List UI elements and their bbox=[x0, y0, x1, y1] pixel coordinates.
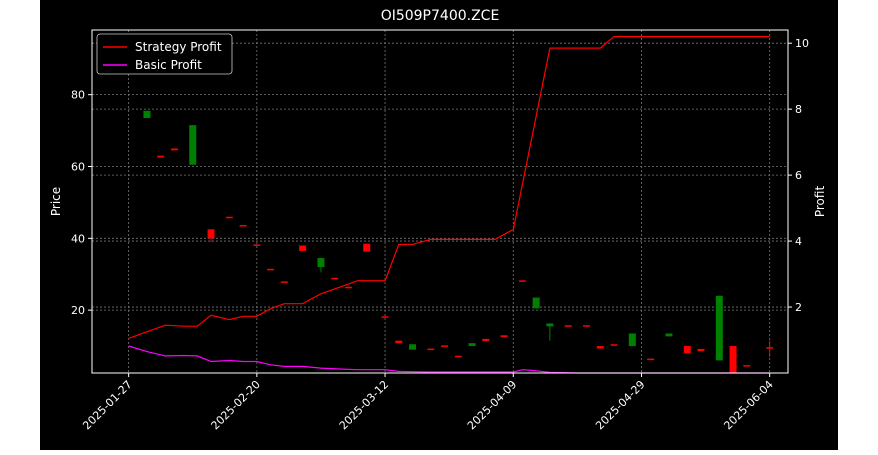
x-tick-label: 2025-04-09 bbox=[465, 378, 519, 432]
candle-body bbox=[381, 316, 389, 318]
y-tick-label: 20 bbox=[71, 304, 85, 317]
candle-body bbox=[207, 229, 215, 239]
candle-body bbox=[610, 344, 618, 346]
candle-body bbox=[239, 225, 247, 227]
candle-body bbox=[546, 323, 554, 327]
chart-figure: 20 40 60 80 2 4 6 8 10 2025-01-27 2025-02-20 2025-0… bbox=[40, 0, 838, 450]
x-tick-label: 2025-03-12 bbox=[337, 378, 391, 432]
y2-tick-label: 8 bbox=[795, 103, 802, 116]
candle-body bbox=[280, 281, 288, 283]
x-tick-label: 2025-02-20 bbox=[209, 378, 263, 432]
grid-layer bbox=[92, 30, 788, 373]
candle-body bbox=[468, 343, 476, 347]
candle-layer bbox=[143, 110, 774, 373]
candle-body bbox=[344, 286, 352, 289]
strategy-profit-line bbox=[128, 35, 770, 339]
candle-body bbox=[299, 245, 307, 251]
candle-body bbox=[267, 268, 275, 271]
chart-svg: 20 40 60 80 2 4 6 8 10 2025-01-27 2025-02-20 2025-0… bbox=[49, 8, 827, 432]
candle-body bbox=[697, 348, 705, 352]
candle-body bbox=[596, 346, 604, 349]
candle-body bbox=[427, 348, 435, 351]
candle-body bbox=[729, 346, 737, 373]
x-tick-label: 2025-04-29 bbox=[593, 378, 647, 432]
legend: Strategy Profit Basic Profit bbox=[96, 33, 233, 75]
candle-body bbox=[743, 365, 751, 367]
plot-frame bbox=[91, 29, 789, 374]
y-tick-label: 40 bbox=[71, 232, 85, 245]
line-layer bbox=[128, 35, 770, 374]
y2-tick-label: 2 bbox=[795, 301, 802, 314]
candle-body bbox=[395, 340, 403, 344]
y2-axis-label: Profit bbox=[813, 186, 827, 218]
candle-body bbox=[454, 355, 462, 358]
y-tick-label: 60 bbox=[71, 160, 85, 173]
candle-body bbox=[253, 244, 261, 246]
candle-body bbox=[583, 325, 591, 327]
candle-body bbox=[500, 335, 508, 338]
candle-body bbox=[189, 125, 197, 165]
candle-body bbox=[441, 345, 449, 347]
y2-tick-label: 6 bbox=[795, 169, 802, 182]
legend-box bbox=[96, 33, 233, 75]
candle-body bbox=[482, 338, 490, 342]
y-tick-label: 80 bbox=[71, 89, 85, 102]
candle-body bbox=[518, 280, 526, 282]
candle-body bbox=[647, 358, 655, 361]
candle-body bbox=[331, 277, 339, 280]
candle-body bbox=[225, 216, 233, 219]
y2-tick-label: 10 bbox=[795, 37, 809, 50]
x-tick-label: 2025-01-27 bbox=[80, 378, 134, 432]
candle-body bbox=[143, 110, 151, 118]
candle-body bbox=[715, 295, 723, 361]
y-axis-label: Price bbox=[49, 187, 63, 216]
candle-body bbox=[157, 155, 165, 158]
legend-label: Strategy Profit bbox=[135, 40, 222, 54]
candle-body bbox=[766, 347, 774, 349]
candle-body bbox=[564, 325, 572, 327]
candle-body bbox=[628, 333, 636, 347]
candle-body bbox=[170, 148, 178, 151]
candle-body bbox=[317, 258, 325, 268]
chart-title: OI509P7400.ZCE bbox=[381, 8, 500, 24]
candle-body bbox=[532, 297, 540, 309]
candle-body bbox=[683, 346, 691, 354]
basic-profit-line bbox=[128, 345, 770, 374]
y2-tick-label: 4 bbox=[795, 235, 802, 248]
candle-body bbox=[665, 333, 673, 337]
candle-body bbox=[363, 243, 371, 252]
legend-label: Basic Profit bbox=[135, 58, 202, 72]
candle-body bbox=[409, 344, 417, 350]
x-tick-label: 2025-06-04 bbox=[721, 378, 775, 432]
